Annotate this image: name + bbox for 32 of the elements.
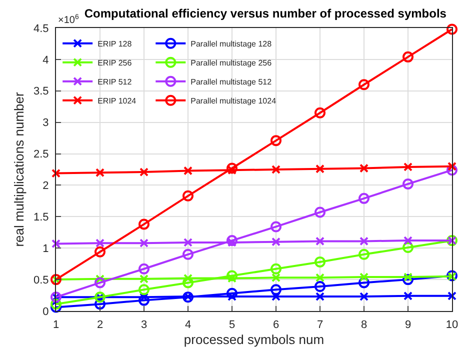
y-tick-label: 2.5: [34, 148, 49, 161]
legend-label: ERIP 256: [98, 58, 132, 68]
legend-label: Parallel multistage 512: [190, 77, 272, 86]
y-tick-label: 1.5: [34, 212, 49, 224]
x-tick-label: 5: [228, 319, 236, 332]
y-tick-label: 4.5: [34, 22, 49, 35]
legend-label: ERIP 512: [98, 77, 132, 86]
legend-label: Parallel multistage 256: [190, 58, 272, 68]
y-tick-label: 0: [42, 306, 49, 318]
x-tick-label: 4: [184, 319, 192, 332]
y-tick-label: 3.5: [34, 86, 49, 98]
y-tick-label: 0.5: [34, 274, 49, 286]
y-tick-label: 4: [42, 54, 49, 66]
x-tick-label: 7: [316, 319, 324, 332]
legend-label: ERIP 1024: [98, 96, 137, 106]
y-tick-label: 1: [42, 242, 49, 255]
legend-label: Parallel multistage 128: [190, 39, 272, 48]
y-axis-title: real multiplications number: [11, 92, 26, 247]
x-axis-title: processed symbols num: [184, 332, 324, 347]
chart-title: Computational efficiency versus number of processed symbols: [84, 6, 447, 20]
x-tick-label: 9: [404, 319, 412, 332]
legend-label: ERIP 128: [98, 39, 132, 48]
legend-label: Parallel multistage 1024: [190, 96, 277, 106]
x-tick-label: 3: [140, 319, 148, 332]
text: ×10$^{6}$: [58, 14, 79, 26]
x-tick-label: 2: [96, 319, 104, 332]
x-tick-label: 8: [360, 319, 368, 332]
y-tick-label: 2: [42, 180, 49, 192]
x-tick-label: 1: [52, 319, 60, 332]
x-tick-label: 6: [272, 319, 280, 332]
y-tick-label: 3: [42, 117, 49, 130]
x-tick-label: 10: [446, 319, 458, 332]
